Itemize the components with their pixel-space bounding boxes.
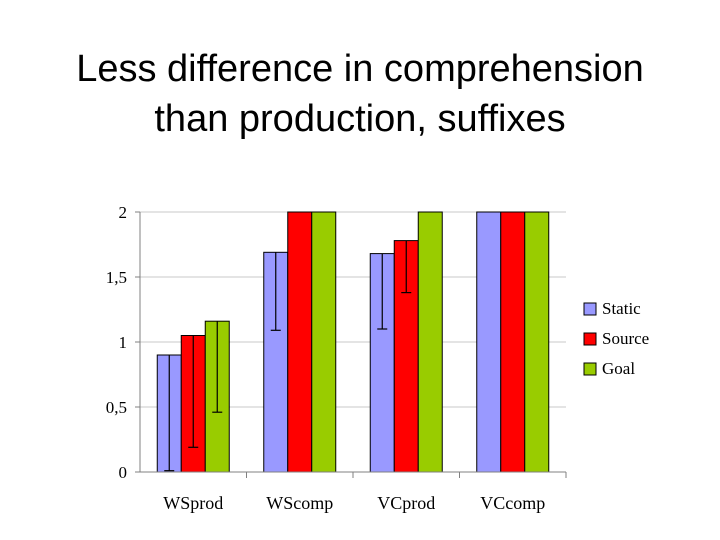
slide-title-line-1: Less difference in comprehension <box>76 48 644 90</box>
y-tick-label: 1,5 <box>106 268 127 287</box>
legend-swatch-source <box>583 332 597 346</box>
legend-label-static: Static <box>602 299 641 318</box>
legend-swatch-static <box>583 302 597 316</box>
error-bar-layer <box>164 240 412 472</box>
legend-label-goal: Goal <box>602 359 635 378</box>
x-category-label: WScomp <box>266 493 333 513</box>
legend-swatch-goal <box>583 362 597 376</box>
legend: Static Source Goal <box>583 299 649 378</box>
x-category-label: WSprod <box>163 493 223 513</box>
x-category-label: VCprod <box>377 493 435 513</box>
y-tick-label: 1 <box>119 333 128 352</box>
bar-goal-vccomp <box>524 211 550 473</box>
x-category-label: VCcomp <box>480 493 545 513</box>
bar-source-wscomp <box>287 211 313 473</box>
y-tick-label: 2 <box>119 203 128 222</box>
legend-label-source: Source <box>602 329 649 348</box>
bar-source-vccomp <box>500 211 526 473</box>
y-tick-label: 0 <box>119 463 128 482</box>
bar-goal-wscomp <box>311 211 337 473</box>
bar-goal-vcprod <box>417 211 443 473</box>
slide-title: Less difference in comprehension than pr… <box>0 44 720 144</box>
slide-title-line-2: than production, suffixes <box>154 98 566 140</box>
bar-static-vccomp <box>476 211 502 473</box>
axis-layer: 0 0,5 1 1,5 2 WSprod WScomp VCprod VCcomp <box>106 203 567 513</box>
y-tick-label: 0,5 <box>106 398 127 417</box>
